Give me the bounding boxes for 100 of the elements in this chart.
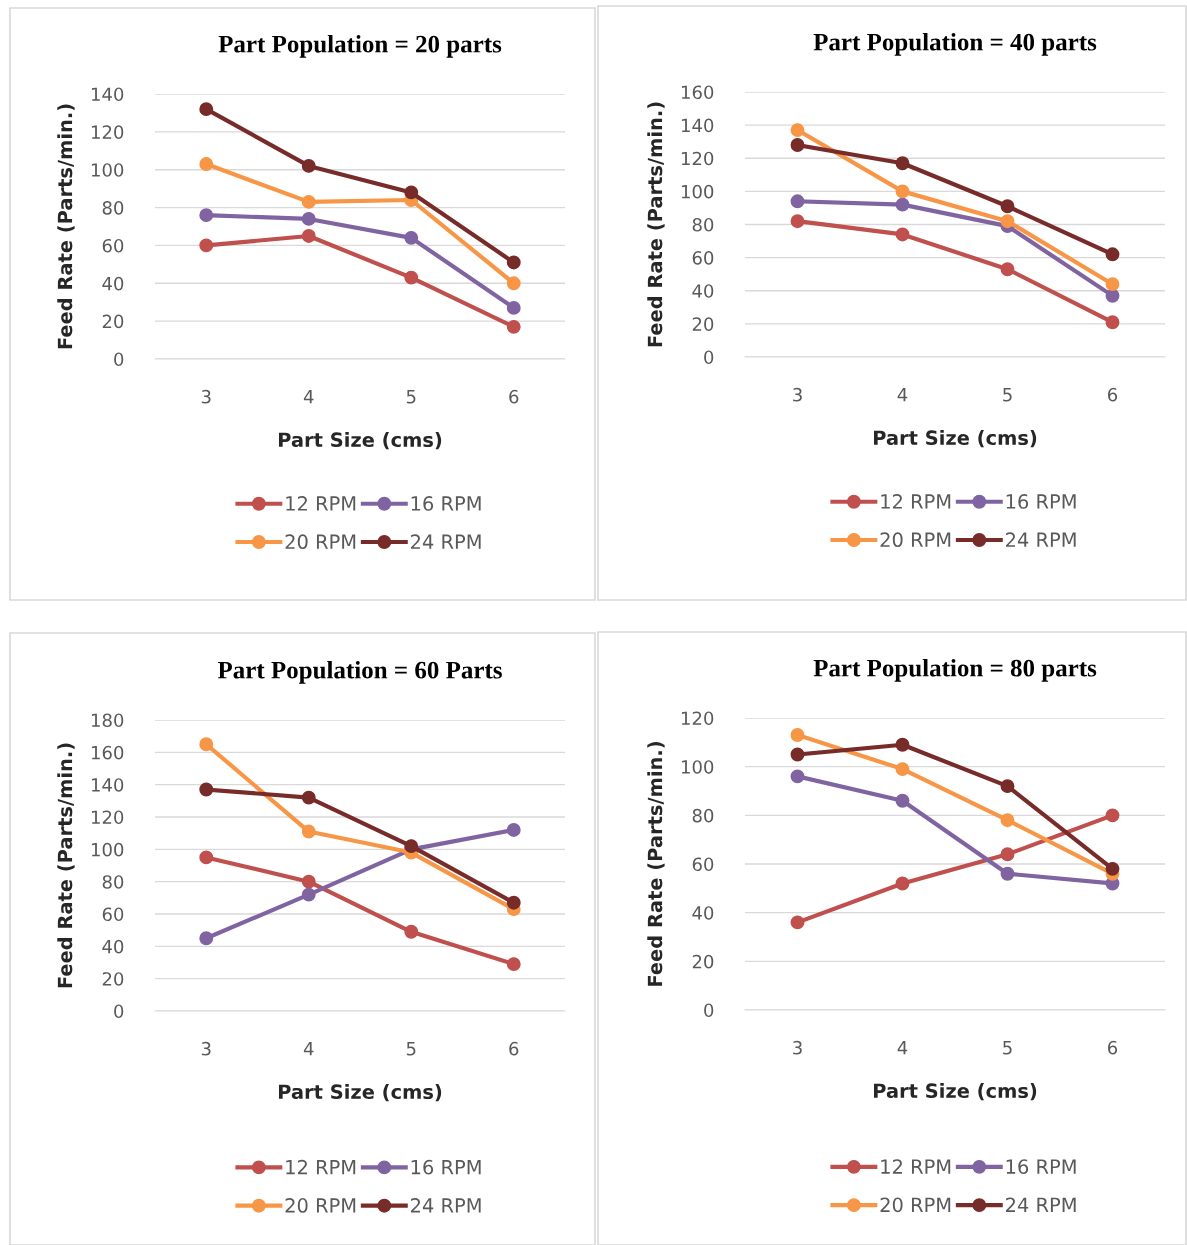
legend-label: 20 RPM [880,1197,951,1213]
point [404,924,419,939]
legend-label: 24 RPM [1006,532,1076,547]
point [895,156,910,171]
point [199,782,214,797]
point [790,138,805,152]
point [790,747,805,762]
y-tick-label: 120 [681,711,714,726]
x-tick-label: 6 [509,389,519,404]
y-tick-label: 120 [91,810,124,825]
point [404,230,419,245]
point [895,762,910,777]
point [1000,866,1015,881]
point [301,874,316,889]
y-tick-label: 60 [102,907,124,922]
point [790,728,805,742]
x-tick-label: 3 [201,1041,211,1056]
x-tick-label: 6 [1108,387,1118,402]
y-tick-label: 60 [102,238,124,253]
x-tick-label: 5 [1003,388,1012,402]
point [506,319,521,334]
legend-label: 12 RPM [881,1159,951,1174]
x-tick-label: 5 [1003,1041,1012,1055]
point [199,850,214,865]
legend-label: 16 RPM [411,1159,481,1175]
point [404,270,419,285]
y-tick-label: 0 [704,350,714,365]
x-axis-title: Part Size (cms) [278,432,442,450]
x-tick-label: 3 [201,389,211,404]
x-tick-label: 6 [509,1041,519,1056]
y-tick-label: 120 [91,125,124,139]
legend-label: 24 RPM [411,534,481,549]
point [790,769,805,784]
y-tick-label: 40 [692,284,714,298]
point [199,157,214,171]
point [506,822,521,837]
y-tick-label: 0 [704,1003,714,1018]
y-tick-label: 40 [102,939,124,954]
point [895,197,910,212]
point [1105,808,1120,823]
legend-label: 12 RPM [881,494,951,509]
y-tick-label: 20 [692,954,714,969]
y-tick-label: 20 [692,317,714,331]
y-tick-label: 100 [91,842,124,857]
point [790,123,805,138]
y-tick-label: 60 [692,857,714,872]
point [199,931,214,946]
point [506,300,521,315]
legend-label: 20 RPM [285,534,356,550]
point [790,214,805,229]
point [301,824,316,839]
x-tick-label: 3 [793,387,802,402]
point [199,102,214,117]
legend-label: 12 RPM [286,496,356,511]
point [506,276,521,291]
point [301,194,316,209]
point [404,185,419,200]
point [1000,847,1015,862]
y-axis-title: Feed Rate (Parts/min.) [57,743,75,988]
point [301,158,316,173]
x-tick-label: 3 [793,1040,802,1055]
y-tick-label: 0 [114,352,124,367]
legend-label: 24 RPM [1006,1197,1076,1212]
y-tick-label: 40 [102,276,124,291]
point [790,915,805,930]
y-tick-label: 100 [681,760,714,774]
legend-label: 16 RPM [1006,494,1076,509]
point [199,737,214,752]
y-tick-label: 100 [91,163,124,177]
chart-title: Part Population = 80 parts [813,658,1097,682]
y-tick-label: 60 [692,251,714,265]
x-tick-label: 4 [303,390,314,404]
legend-label: 24 RPM [411,1198,481,1213]
legend-label: 12 RPM [286,1159,356,1175]
legend-label: 20 RPM [880,532,951,548]
point [1000,214,1015,229]
point [301,211,316,226]
y-tick-label: 40 [692,906,714,920]
x-tick-label: 5 [406,1042,416,1056]
legend-label: 16 RPM [411,496,481,511]
point [301,229,316,243]
x-axis-title: Part Size (cms) [873,1083,1037,1101]
point [895,876,910,891]
point [895,184,910,199]
x-tick-label: 4 [897,388,908,402]
point [1105,315,1120,330]
x-axis-title: Part Size (cms) [278,1084,442,1102]
y-tick-label: 140 [91,87,124,102]
x-axis-title: Part Size (cms) [873,430,1037,448]
y-tick-label: 0 [114,1004,124,1019]
point [506,255,521,270]
y-tick-label: 20 [102,972,124,986]
y-tick-label: 80 [692,217,714,232]
chart-title: Part Population = 60 Parts [217,660,502,684]
point [301,790,316,805]
point [790,194,805,209]
x-tick-label: 4 [897,1041,908,1055]
y-tick-label: 180 [91,713,124,728]
point [1105,247,1120,262]
legend-label: 16 RPM [1006,1159,1076,1174]
